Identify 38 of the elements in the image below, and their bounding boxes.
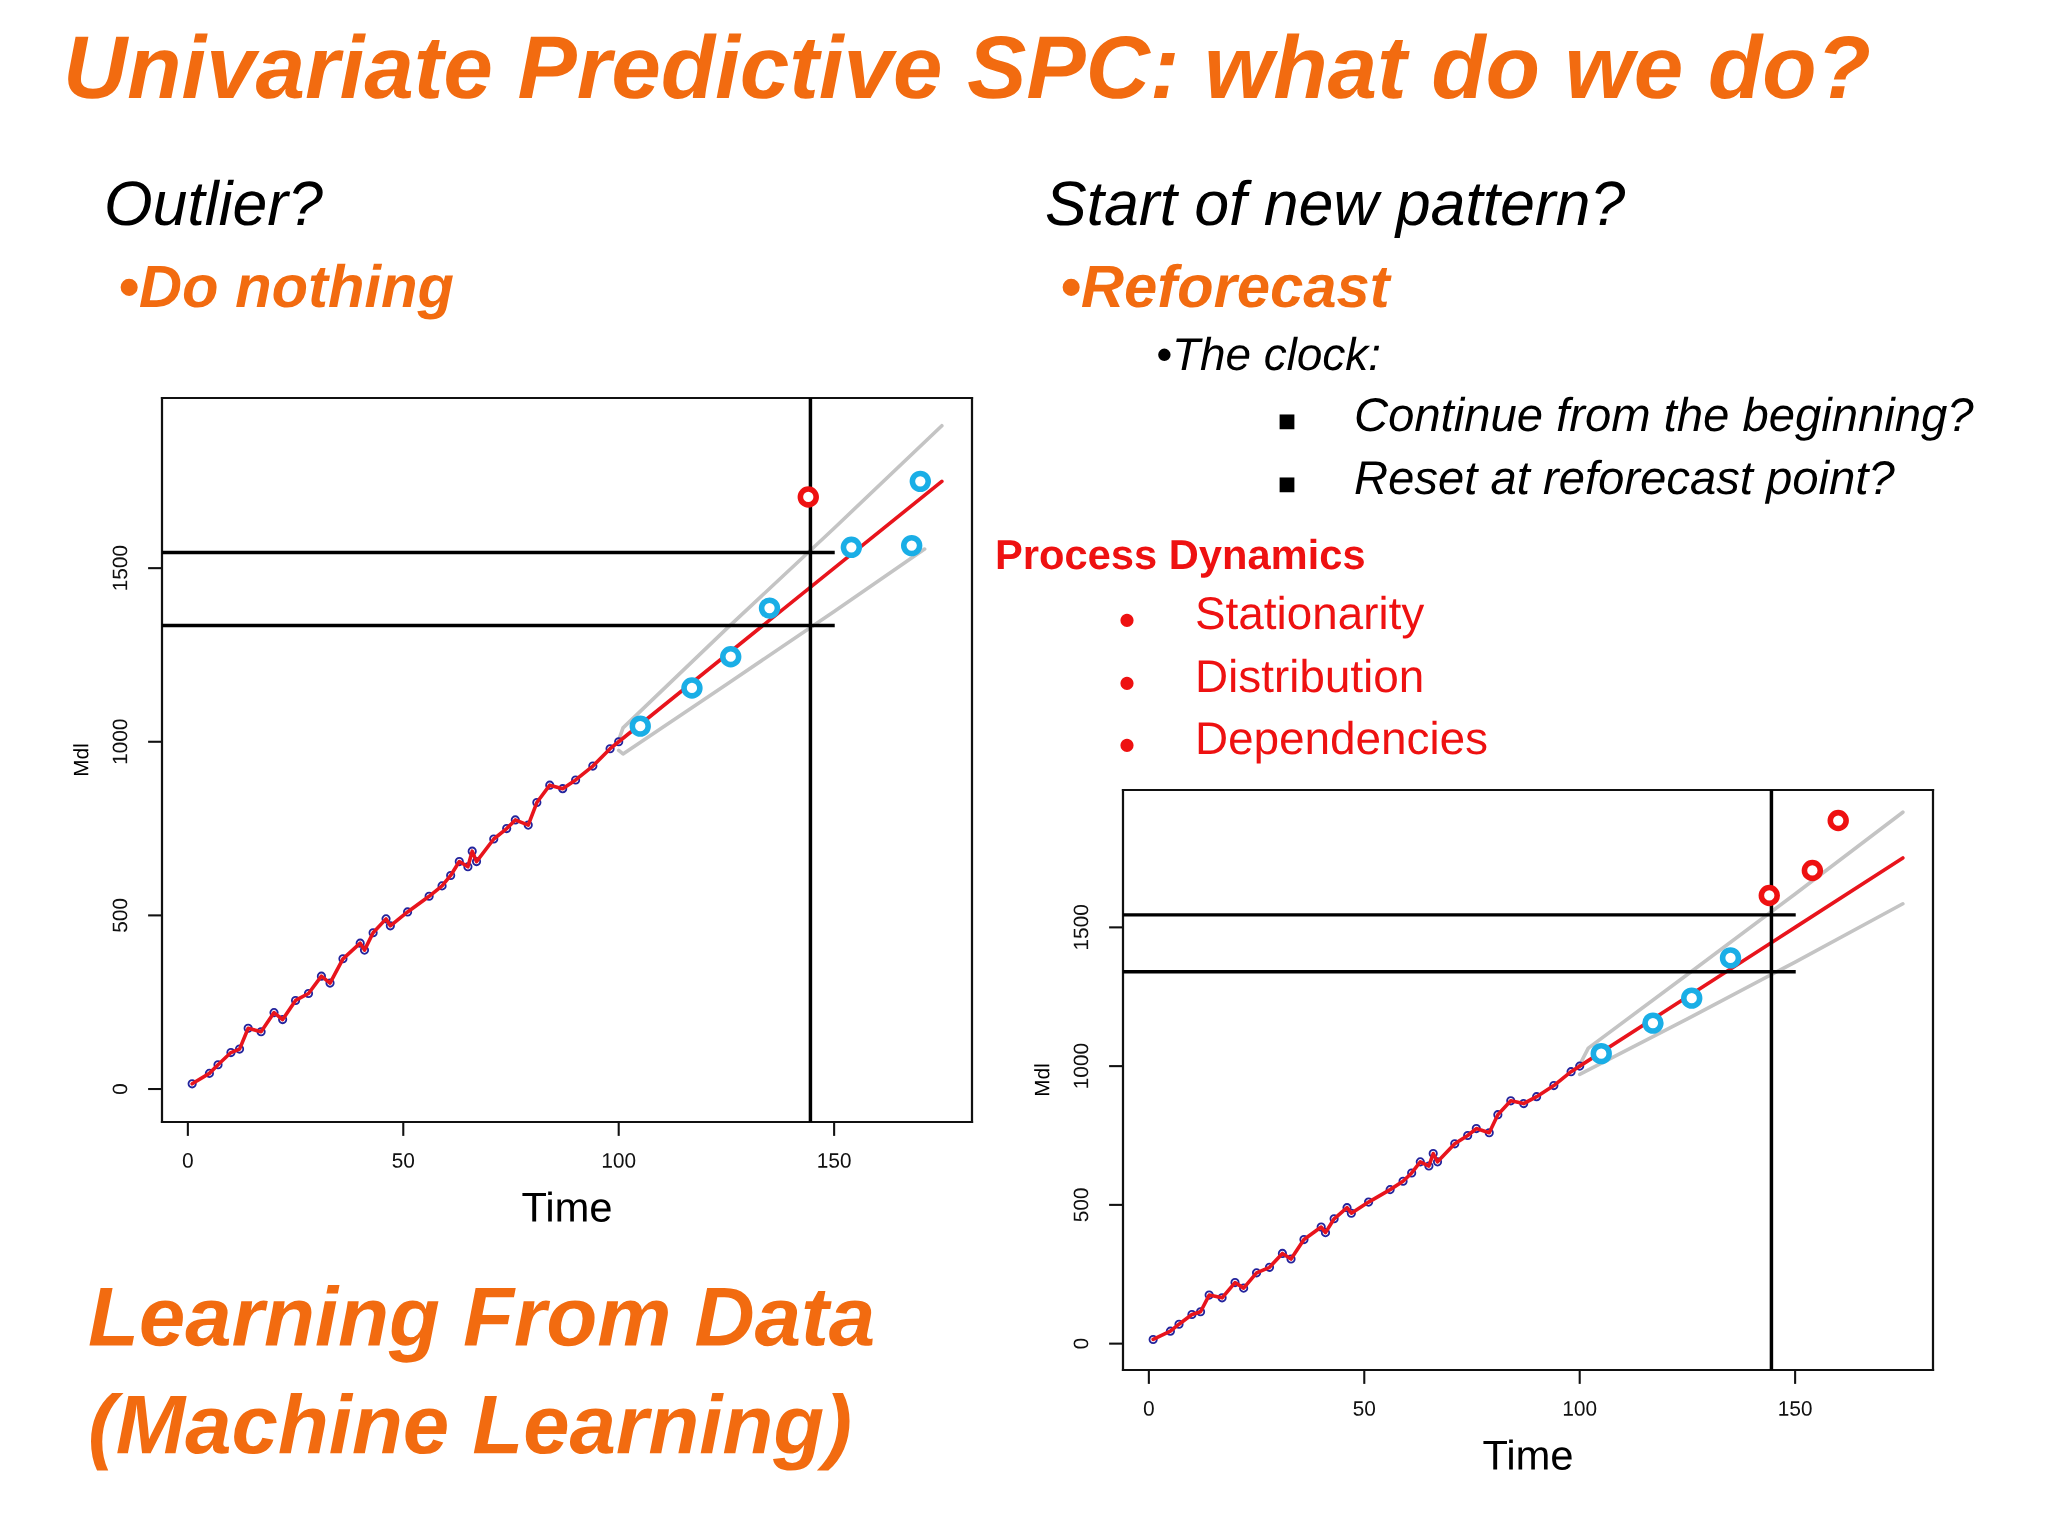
y-tick-label: 500 <box>112 898 128 932</box>
x-tick-label: 50 <box>1353 1401 1376 1416</box>
text: •The clock: <box>1158 336 1380 371</box>
chart-subtitle: •Do nothing <box>120 263 453 320</box>
x-axis-title: Time <box>522 1191 611 1223</box>
text: ● <box>1120 613 1134 627</box>
y-tick-label: 0 <box>1073 1338 1089 1349</box>
chart-subtitle: •Reforecast <box>1062 263 1392 308</box>
text: Process Dynamics <box>997 538 1364 578</box>
x-tick-label: 50 <box>392 1153 415 1168</box>
y-tick-label: 1500 <box>1073 905 1089 949</box>
x-tick-label: 0 <box>182 1153 193 1168</box>
text: Reset at reforecast point? <box>1355 459 1895 504</box>
text: ■ <box>1279 477 1295 493</box>
text: ■ <box>1279 414 1295 430</box>
text: Continue from the beginning? <box>1356 396 1974 441</box>
text: Distribution <box>1198 658 1422 693</box>
y-tick-label: 1000 <box>1073 1043 1089 1088</box>
text: Learning From Data (Machine Learning) <box>89 1285 873 1471</box>
text: Univariate Predictive SPC: what do we do? <box>68 33 1869 99</box>
text: ● <box>1120 676 1134 690</box>
y-tick-label: 0 <box>112 1084 128 1094</box>
y-tick-label: 1500 <box>112 545 128 590</box>
text: ● <box>1120 738 1134 752</box>
chart-title: Start of new pattern? <box>1046 179 1626 238</box>
x-tick-label: 150 <box>1779 1401 1812 1416</box>
y-tick-label: 1000 <box>112 719 128 764</box>
x-tick-label: 100 <box>1563 1401 1597 1416</box>
x-tick-label: 0 <box>1143 1401 1154 1416</box>
y-axis-title: Mdl <box>1034 1064 1050 1096</box>
chart-title: Outlier? <box>107 179 323 226</box>
y-tick-label: 500 <box>1073 1188 1089 1222</box>
x-tick-label: 150 <box>818 1153 851 1168</box>
x-axis-title: Time <box>1483 1439 1572 1471</box>
text: Dependencies <box>1198 720 1487 764</box>
text: Stationarity <box>1197 595 1425 639</box>
y-axis-title: Mdl <box>73 744 89 776</box>
x-tick-label: 100 <box>602 1153 636 1168</box>
